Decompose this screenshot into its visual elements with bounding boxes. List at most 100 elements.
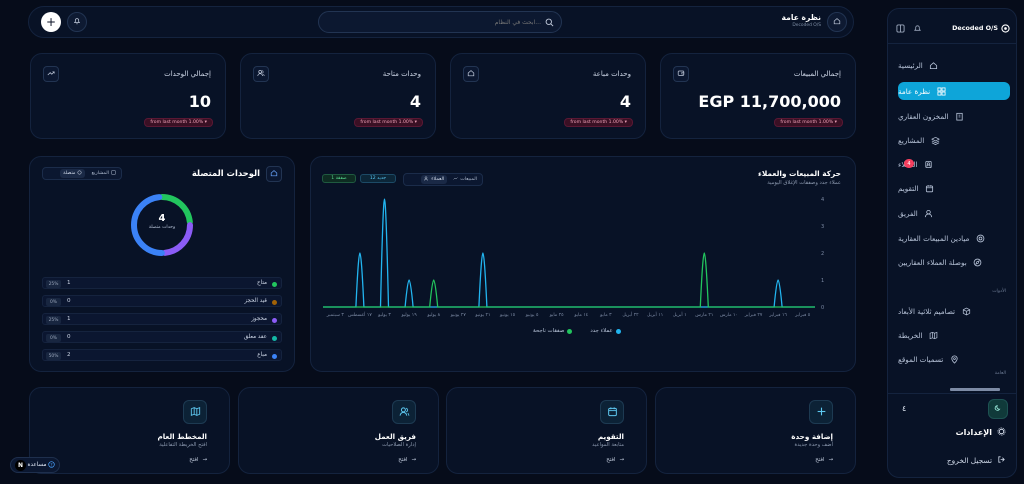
- status-percent: 0%: [46, 298, 61, 306]
- action-title: إضافة وحدة: [791, 432, 833, 441]
- action-open-label: افتح: [815, 457, 825, 463]
- action-open-link[interactable]: افتح →: [398, 457, 416, 463]
- action-title: فريق العمل: [374, 432, 416, 441]
- users-icon: [257, 69, 265, 79]
- kpi-value: EGP 11,700,000: [698, 92, 841, 111]
- search-bar[interactable]: [318, 11, 562, 33]
- users-icon: [399, 406, 410, 419]
- x-tick-label: ٢٧ فبراير: [744, 312, 763, 318]
- activity-chart-card: حركة المبيعات والعملاء عملاء جدد وصفقات …: [310, 156, 856, 372]
- sidebar-item-2[interactable]: نظرة عامة: [898, 82, 1010, 100]
- kpi-title: إجمالي المبيعات: [793, 70, 841, 78]
- contacts-icon: [923, 159, 933, 169]
- logout-link[interactable]: تسجيل الخروج: [947, 455, 1006, 466]
- sidebar-item-6[interactable]: التقويم: [898, 179, 1010, 197]
- layout-icon[interactable]: [896, 23, 905, 33]
- kpi-title: وحدات مباعة: [592, 70, 631, 78]
- calendar-icon: [607, 406, 618, 419]
- sidebar-item-5[interactable]: العملاء4: [898, 155, 1010, 173]
- theme-toggle-button[interactable]: [988, 399, 1008, 419]
- search-icon: [545, 18, 554, 29]
- units-title: الوحدات المتصلة: [191, 168, 260, 178]
- series-line-1: [323, 198, 815, 308]
- status-count: 0: [67, 298, 71, 304]
- kpi-value: 4: [409, 92, 421, 111]
- sidebar-item-3[interactable]: المخزون العقاري: [898, 107, 1010, 125]
- action-open-link[interactable]: افتح →: [815, 457, 833, 463]
- sidebar-item-label: نظرة عامة: [898, 86, 931, 96]
- sidebar-count: ٤: [902, 404, 907, 413]
- kpi-card-3: وحدات متاحة 4 from last month 1.00% ▾: [240, 53, 436, 139]
- chart-toggle: العملاء المبيعات: [403, 173, 483, 186]
- activity-title: حركة المبيعات والعملاء: [758, 169, 841, 178]
- tool-item-label: الخريطة: [898, 330, 923, 340]
- sidebar: Decoded O/S الرئيسية نظرة عامة المخزون الع…: [887, 8, 1017, 478]
- x-tick-label: ٣ سبتمبر: [326, 312, 345, 318]
- notifications-button[interactable]: [67, 12, 87, 32]
- quick-action-card-2[interactable]: التقويم متابعة المواعيد افتح →: [446, 387, 647, 474]
- x-tick-label: ١٧ أغسطس: [348, 311, 372, 318]
- add-button[interactable]: +: [41, 12, 61, 32]
- tab-sales[interactable]: المبيعات: [450, 175, 480, 184]
- legend-deals-label: صفقات ناجحة: [533, 328, 565, 334]
- action-subtitle: افتح الخريطة التفاعلية: [159, 442, 207, 448]
- x-tick-label: ١٠ مارس: [720, 313, 738, 318]
- sidebar-item-label: الرئيسية: [898, 60, 923, 70]
- search-input[interactable]: [341, 16, 541, 29]
- action-open-link[interactable]: افتح →: [189, 457, 207, 463]
- x-tick-label: ٣ يوليو: [377, 312, 391, 318]
- clients-badge: 4: [904, 159, 914, 168]
- tab-projects[interactable]: المشاريع: [88, 169, 119, 178]
- compass-icon: [973, 257, 983, 267]
- action-open-link[interactable]: افتح →: [606, 457, 624, 463]
- help-button[interactable]: N مساعدة ?: [10, 457, 60, 473]
- status-name: متاح: [257, 280, 267, 286]
- tab-connected[interactable]: متصلة: [60, 169, 86, 178]
- home-icon: [833, 17, 841, 27]
- pin-icon: [949, 354, 959, 364]
- settings-link[interactable]: الإعدادات: [956, 427, 1006, 438]
- action-subtitle: إدارة الصلاحيات: [382, 442, 416, 448]
- unit-status-row: عقد معلق 0 0%: [42, 331, 282, 343]
- sidebar-item-7[interactable]: الفريق: [898, 204, 1010, 222]
- quick-action-card-1[interactable]: إضافة وحدة أضف وحدة جديدة افتح →: [655, 387, 856, 474]
- status-name: قيد الحجز: [244, 298, 267, 304]
- x-tick-label: ٣ مايو: [599, 312, 612, 318]
- tool-item-1[interactable]: تصاميم ثلاثية الأبعاد: [898, 302, 1010, 320]
- tool-item-2[interactable]: الخريطة: [898, 326, 1010, 344]
- sidebar-item-1[interactable]: الرئيسية: [898, 56, 1010, 74]
- building-icon: [955, 111, 965, 121]
- tab-clients-label: العملاء: [431, 177, 445, 182]
- tool-item-3[interactable]: تسميات الموقع: [898, 350, 1010, 368]
- calendar-icon: [925, 183, 935, 193]
- sidebar-item-8[interactable]: ميادين المبيعات العقارية: [898, 229, 1010, 247]
- kpi-card-1: إجمالي المبيعات EGP 11,700,000 from last m…: [660, 53, 856, 139]
- kpi-change-badge: from last month 1.00% ▾: [564, 118, 633, 127]
- wallet-icon: [677, 69, 685, 79]
- x-tick-label: ١٤ مايو: [573, 313, 588, 318]
- action-subtitle: متابعة المواعيد: [592, 442, 624, 448]
- legend-deals: صفقات ناجحة: [533, 328, 573, 334]
- kpi-change-badge: from last month 1.00% ▾: [774, 118, 843, 127]
- kpi-title: وحدات متاحة: [382, 70, 421, 78]
- sidebar-item-9[interactable]: بوصلة العملاء العقاريين: [898, 253, 1010, 271]
- status-count: 0: [67, 334, 71, 340]
- x-tick-label: ١٦ فبراير: [768, 313, 787, 318]
- quick-action-card-3[interactable]: فريق العمل إدارة الصلاحيات افتح →: [238, 387, 439, 474]
- action-icon-box: [183, 400, 207, 424]
- kpi-card-2: وحدات مباعة 4 from last month 1.00% ▾: [450, 53, 646, 139]
- units-icon-box: [266, 166, 282, 182]
- action-icon-box: [809, 400, 833, 424]
- arrow-right-icon: →: [619, 457, 624, 463]
- kpi-icon-box: [673, 66, 689, 82]
- bell-icon[interactable]: [913, 24, 922, 33]
- tab-clients[interactable]: العملاء: [421, 175, 448, 184]
- new-clients-chip: 12 جديد: [360, 174, 396, 183]
- quick-action-card-4[interactable]: المخطط العام افتح الخريطة التفاعلية افتح →: [29, 387, 230, 474]
- action-subtitle: أضف وحدة جديدة: [794, 442, 833, 448]
- home-button[interactable]: [827, 12, 847, 32]
- kpi-value: 10: [188, 92, 211, 111]
- cube-icon: [961, 306, 971, 316]
- sidebar-item-4[interactable]: المشاريع: [898, 131, 1010, 149]
- sidebar-item-label: المخزون العقاري: [898, 111, 949, 121]
